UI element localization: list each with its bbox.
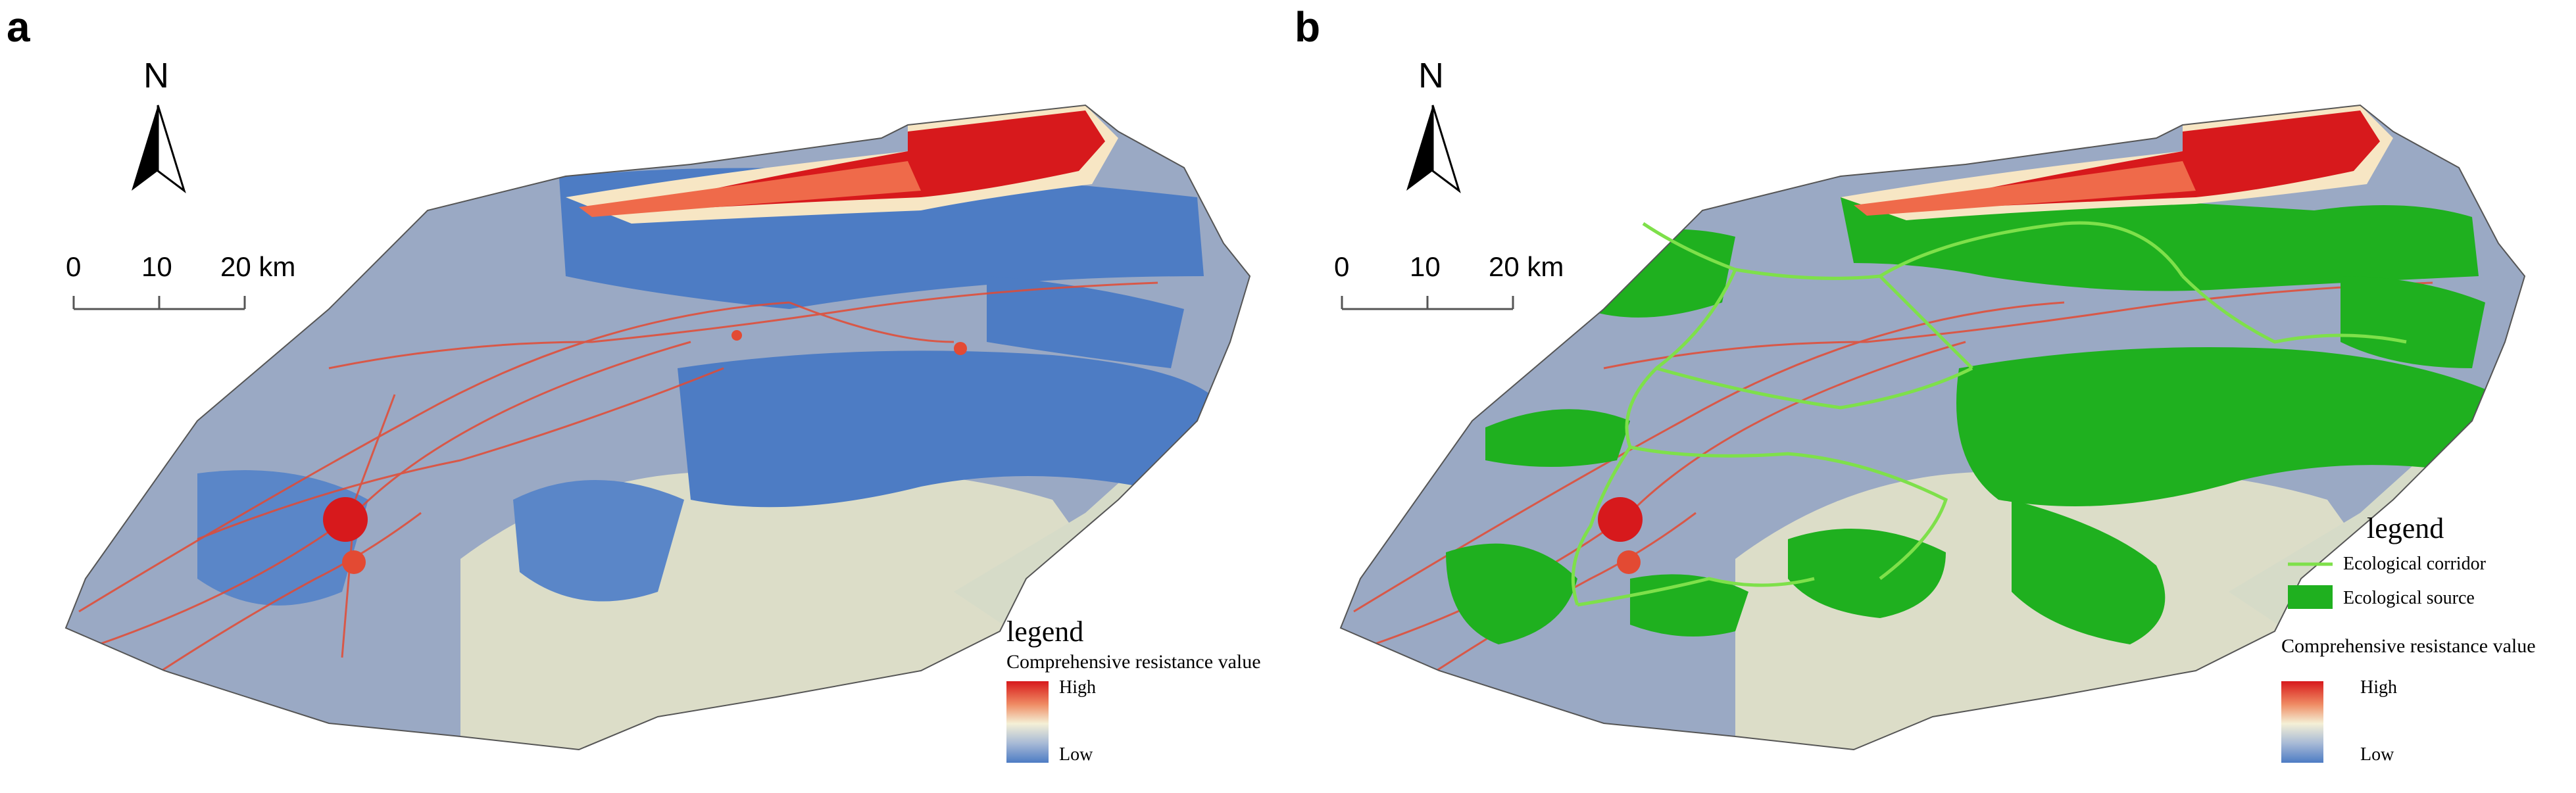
legend-corridor-label: Ecological corridor: [2343, 554, 2486, 574]
resistance-color-ramp: [1006, 681, 1049, 763]
panel-letter: b: [1295, 3, 1321, 51]
legend-title: legend: [2367, 512, 2444, 544]
resistance-color-ramp: [2281, 681, 2323, 763]
scale-tick-10: 10: [1410, 251, 1441, 282]
scale-bar: [1341, 296, 1514, 310]
legend-resistance-title: Comprehensive resistance value: [2281, 635, 2536, 657]
map-b: [1339, 104, 2526, 751]
legend-resistance-title: Comprehensive resistance value: [1006, 651, 1261, 673]
north-label: N: [143, 56, 169, 95]
legend-low: Low: [1059, 744, 1093, 765]
map-b-raster: [1341, 105, 2525, 750]
map-b-boundary: [1339, 104, 2526, 751]
panel-a: a: [7, 3, 1261, 765]
ecological-source-patches: [1446, 191, 2498, 644]
north-label: N: [1418, 56, 1444, 95]
map-a-boundary: [64, 104, 1251, 751]
panel-letter: a: [7, 3, 30, 51]
legend-high: High: [1059, 677, 1096, 698]
north-arrow-icon: [132, 105, 186, 193]
map-a-raster: [66, 105, 1250, 750]
legend-source-symbol: [2288, 585, 2333, 609]
ecological-corridors: [1571, 221, 2407, 607]
panel-b: b: [1288, 0, 2576, 793]
scale-tick-10: 10: [141, 251, 172, 282]
legend-source-label: Ecological source: [2343, 588, 2475, 608]
legend-title: legend: [1006, 615, 1084, 648]
scale-bar: [72, 296, 246, 310]
scale-tick-20: 20 km: [220, 251, 296, 282]
scale-tick-0: 0: [66, 251, 82, 282]
scale-tick-20: 20 km: [1489, 251, 1564, 282]
map-a: [64, 104, 1251, 751]
scale-tick-0: 0: [1334, 251, 1350, 282]
north-arrow-icon: [1406, 105, 1461, 193]
legend-high: High: [2360, 677, 2397, 698]
legend-low: Low: [2360, 744, 2394, 765]
